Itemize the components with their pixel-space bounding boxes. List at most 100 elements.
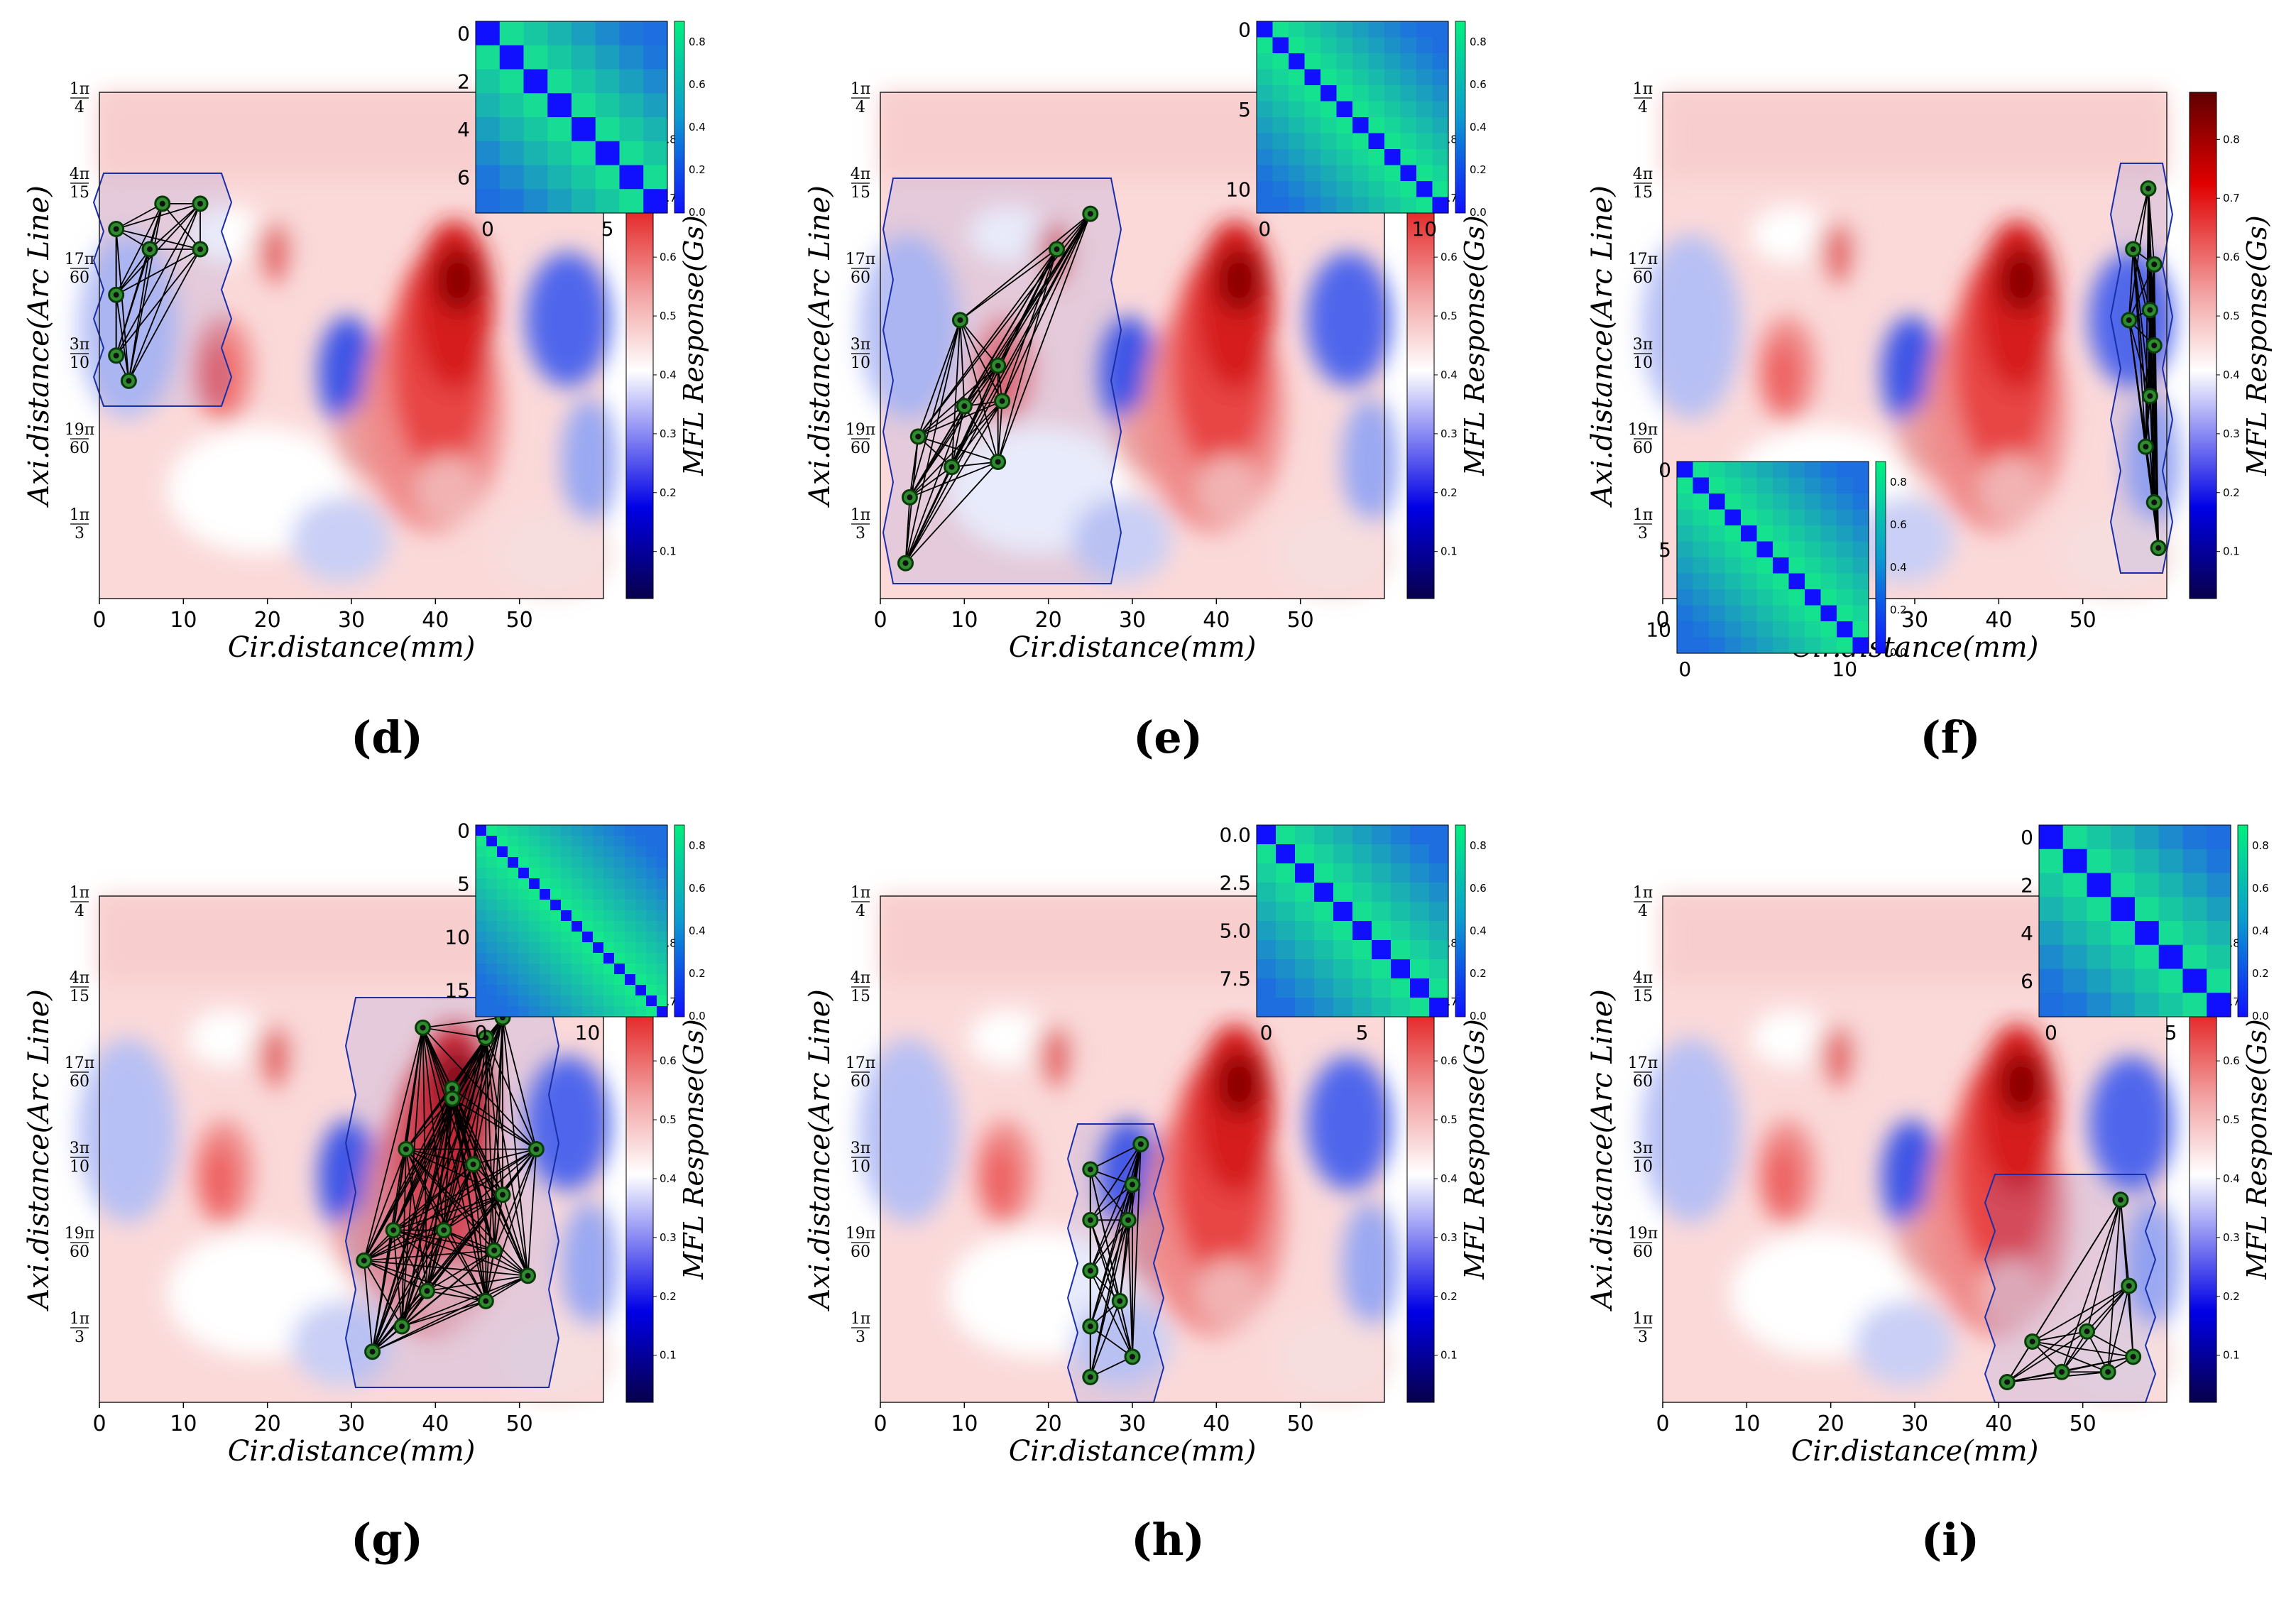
- graph-edges: [1089, 1143, 1142, 1378]
- matrix-cell: [497, 921, 508, 932]
- x-tick-label: 30: [338, 608, 365, 633]
- graph-edge: [371, 1164, 474, 1353]
- inset-colorbar: [1455, 824, 1466, 1017]
- graph-edge: [904, 405, 966, 564]
- graph-edge: [115, 249, 201, 356]
- matrix-cell: [657, 846, 668, 858]
- matrix-cell: [497, 857, 508, 868]
- matrix-cell: [1773, 462, 1790, 479]
- matrix-cell: [1384, 53, 1401, 70]
- matrix-cell: [625, 825, 636, 836]
- graph-edge: [2145, 310, 2151, 447]
- matrix-cell: [518, 857, 530, 868]
- matrix-cell: [1724, 462, 1742, 479]
- inset-x-tick: 5: [601, 217, 614, 241]
- matrix-cell: [1820, 589, 1837, 606]
- inset-colorbar-tick: 0.6: [1470, 78, 1487, 91]
- matrix-cell: [486, 868, 498, 879]
- matrix-cell: [1788, 557, 1805, 574]
- matrix-cell: [1391, 883, 1411, 902]
- matrix-cell: [497, 942, 508, 954]
- graph-node-core: [369, 1348, 376, 1355]
- matrix-cell: [518, 825, 530, 836]
- matrix-cell: [1693, 541, 1710, 558]
- matrix-cell: [603, 942, 615, 954]
- graph-edge: [427, 1290, 486, 1302]
- matrix-cell: [1257, 53, 1274, 70]
- matrix-cell: [1384, 165, 1401, 182]
- matrix-cell: [614, 889, 625, 900]
- matrix-cell: [2207, 993, 2231, 1017]
- x-axis-label: Cir.distance(mm): [228, 631, 476, 664]
- matrix-cell: [1321, 37, 1338, 54]
- matrix-cell: [625, 910, 636, 922]
- graph-edge: [115, 229, 130, 381]
- matrix-cell: [1368, 117, 1385, 134]
- matrix-cell: [476, 889, 487, 900]
- matrix-cell: [1400, 197, 1417, 214]
- matrix-cell: [1257, 825, 1277, 845]
- matrix-cell: [1677, 462, 1694, 479]
- matrix-cell: [1289, 197, 1306, 214]
- graph-edge: [443, 1229, 495, 1251]
- matrix-cell: [1724, 525, 1742, 542]
- graph-node-core: [2130, 1353, 2136, 1360]
- matrix-cell: [518, 868, 530, 879]
- matrix-cell: [497, 836, 508, 847]
- matrix-cell: [1709, 541, 1726, 558]
- matrix-cell: [1429, 883, 1449, 902]
- x-tick-label: 20: [1035, 608, 1062, 633]
- matrix-cell: [1773, 541, 1790, 558]
- matrix-cell: [1429, 902, 1449, 922]
- y-axis-label: Axi.distance(Arc Line): [23, 989, 55, 1312]
- matrix-cell: [518, 836, 530, 847]
- graph-edge: [2128, 264, 2155, 321]
- matrix-cell: [1805, 605, 1822, 622]
- graph-node-core: [1087, 1217, 1093, 1223]
- matrix-cell: [1788, 573, 1805, 590]
- matrix-cell: [1724, 493, 1742, 511]
- matrix-cell: [523, 117, 548, 142]
- matrix-cell: [550, 921, 562, 932]
- matrix-cell: [1410, 863, 1430, 883]
- x-tick-label: 50: [1287, 1412, 1314, 1436]
- matrix-cell: [540, 921, 551, 932]
- matrix-cell: [1276, 940, 1296, 960]
- matrix-cell: [2039, 944, 2064, 970]
- graph-edge: [904, 461, 999, 564]
- matrix-cell: [625, 868, 636, 879]
- matrix-cell: [635, 857, 647, 868]
- matrix-cell: [1416, 149, 1433, 166]
- graph-edge: [405, 1098, 453, 1150]
- matrix-cell: [614, 857, 625, 868]
- graph-edge: [473, 1148, 537, 1165]
- matrix-cell: [2158, 944, 2184, 970]
- matrix-cell: [2062, 848, 2088, 874]
- matrix-cell: [1314, 883, 1334, 902]
- matrix-cell: [547, 45, 572, 70]
- matrix-cell: [1724, 557, 1742, 574]
- matrix-cell: [1257, 197, 1274, 214]
- matrix-cell: [1432, 37, 1449, 54]
- matrix-cell: [582, 985, 594, 996]
- matrix-cell: [1416, 85, 1433, 102]
- matrix-cell: [1788, 589, 1805, 606]
- matrix-cell: [561, 900, 572, 911]
- matrix-cell: [1400, 149, 1417, 166]
- x-tick-label: 50: [1287, 608, 1314, 633]
- matrix-cell: [582, 964, 594, 975]
- matrix-cell: [614, 910, 625, 922]
- matrix-cell: [595, 21, 621, 46]
- matrix-cell: [561, 953, 572, 964]
- graph-edge: [1089, 1220, 1129, 1327]
- graph-edge: [485, 1275, 528, 1302]
- matrix-cell: [1773, 509, 1790, 526]
- matrix-cell: [593, 857, 604, 868]
- matrix-cell: [499, 93, 525, 118]
- matrix-cell: [1276, 863, 1296, 883]
- matrix-cell: [1352, 37, 1370, 54]
- matrix-cell: [1820, 493, 1837, 511]
- matrix-cell: [1352, 69, 1370, 86]
